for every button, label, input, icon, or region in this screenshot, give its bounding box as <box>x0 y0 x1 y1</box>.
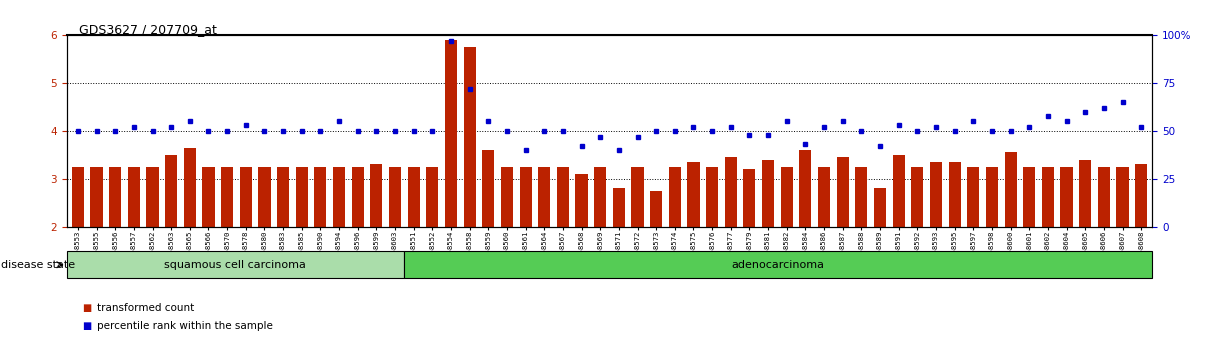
Bar <box>277 167 289 227</box>
Text: ■: ■ <box>82 303 92 313</box>
Bar <box>240 167 252 227</box>
Text: GDS3627 / 207709_at: GDS3627 / 207709_at <box>79 23 217 36</box>
Bar <box>127 167 139 227</box>
Bar <box>855 167 867 227</box>
Bar <box>632 167 644 227</box>
Bar <box>352 167 364 227</box>
Bar <box>370 164 382 227</box>
Bar <box>650 191 662 227</box>
Bar <box>873 188 885 227</box>
Text: squamous cell carcinoma: squamous cell carcinoma <box>164 259 306 270</box>
Bar <box>930 162 943 227</box>
Bar <box>557 167 569 227</box>
Text: disease state: disease state <box>1 260 75 270</box>
Bar <box>501 167 513 227</box>
Bar <box>744 169 756 227</box>
Bar <box>109 167 121 227</box>
Bar <box>893 155 905 227</box>
Bar <box>221 167 233 227</box>
Bar <box>67 251 404 278</box>
Text: ■: ■ <box>82 321 92 331</box>
Bar <box>967 167 979 227</box>
Bar <box>1080 160 1092 227</box>
Bar <box>724 157 736 227</box>
Bar <box>258 167 270 227</box>
Bar <box>911 167 923 227</box>
Bar <box>404 251 1152 278</box>
Bar <box>147 167 159 227</box>
Bar <box>483 150 495 227</box>
Bar <box>818 167 830 227</box>
Bar <box>72 167 84 227</box>
Bar <box>165 155 177 227</box>
Bar <box>575 174 587 227</box>
Bar <box>613 188 625 227</box>
Bar <box>296 167 308 227</box>
Bar <box>408 167 420 227</box>
Bar <box>986 167 998 227</box>
Bar <box>799 150 811 227</box>
Bar <box>668 167 680 227</box>
Bar <box>1135 164 1147 227</box>
Bar <box>837 157 849 227</box>
Text: percentile rank within the sample: percentile rank within the sample <box>97 321 273 331</box>
Bar <box>1098 167 1110 227</box>
Bar <box>91 167 103 227</box>
Bar <box>334 167 346 227</box>
Bar <box>594 167 606 227</box>
Bar <box>183 148 195 227</box>
Bar <box>1042 167 1054 227</box>
Bar <box>445 40 457 227</box>
Bar <box>1116 167 1128 227</box>
Bar <box>203 167 215 227</box>
Bar <box>781 167 793 227</box>
Bar <box>426 167 438 227</box>
Bar <box>706 167 718 227</box>
Text: transformed count: transformed count <box>97 303 194 313</box>
Bar <box>463 47 475 227</box>
Bar <box>314 167 326 227</box>
Bar <box>539 167 551 227</box>
Bar <box>389 167 402 227</box>
Text: adenocarcinoma: adenocarcinoma <box>731 259 825 270</box>
Bar <box>1060 167 1072 227</box>
Bar <box>1004 153 1016 227</box>
Bar <box>688 162 700 227</box>
Bar <box>519 167 531 227</box>
Bar <box>762 160 774 227</box>
Bar <box>949 162 961 227</box>
Bar <box>1024 167 1036 227</box>
